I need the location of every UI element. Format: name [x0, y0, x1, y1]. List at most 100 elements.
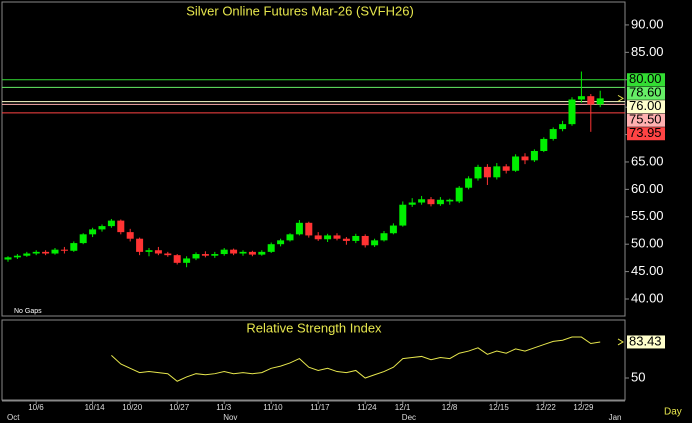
month-label: Oct [7, 413, 20, 422]
x-tick-label: 12/29 [573, 403, 594, 412]
level-label: 78.60 [629, 85, 662, 100]
candle-body [530, 151, 538, 161]
candle-body [42, 251, 50, 254]
month-label: Jan [609, 413, 622, 422]
candle-body [201, 254, 209, 256]
candle-body [587, 96, 595, 105]
y-tick-label: 85.00 [631, 44, 664, 59]
candle-body [220, 249, 228, 255]
candle-body [89, 229, 97, 235]
candle-body [117, 220, 125, 233]
candle-body [305, 222, 313, 236]
candle-body [267, 244, 275, 252]
candle-body [465, 178, 473, 188]
x-tick-label: 12/1 [395, 403, 411, 412]
candle-body [436, 199, 444, 205]
candle-body [324, 235, 332, 240]
x-tick-label: 11/10 [263, 403, 283, 412]
y-tick-label: 40.00 [631, 290, 664, 305]
candle-body [427, 199, 435, 205]
candle-body [521, 156, 529, 161]
level-label: 73.95 [629, 125, 662, 140]
rsi-title: Relative Strength Index [246, 320, 382, 335]
candle-body [145, 250, 153, 252]
x-unit: Day [664, 407, 682, 418]
candle-body [568, 99, 576, 125]
candle-body [230, 249, 238, 254]
x-tick-label: 12/8 [442, 403, 458, 412]
candle-body [389, 225, 397, 234]
candle-body [399, 204, 407, 226]
candle-body [333, 235, 341, 239]
candle-body [559, 124, 567, 130]
y-tick-label: 50.00 [631, 236, 664, 251]
level-label-box [627, 113, 665, 127]
candle-body [211, 254, 219, 256]
candle-body [342, 238, 350, 241]
month-label: Nov [223, 413, 237, 422]
x-tick-label: 11/3 [216, 403, 232, 412]
candle-body [446, 199, 454, 202]
x-tick-label: 12/22 [536, 403, 557, 412]
candle-body [502, 166, 510, 171]
candle-body [183, 258, 191, 263]
candle-body [51, 249, 59, 254]
candle-body [136, 238, 144, 252]
candle-body [277, 240, 285, 245]
candle-body [577, 96, 585, 100]
x-tick-label: 10/27 [169, 403, 190, 412]
candle-body [474, 166, 482, 179]
candle-body [70, 243, 78, 251]
no-gaps: No Gaps [14, 308, 42, 315]
candle-body [483, 166, 491, 178]
x-tick-label: 10/6 [28, 403, 44, 412]
level-label: 76.00 [629, 98, 662, 113]
candle-body [418, 199, 426, 203]
candle-body [23, 253, 31, 256]
y-tick-label: 90.00 [631, 16, 664, 31]
x-tick-label: 11/24 [357, 403, 377, 412]
candle-body [361, 235, 369, 246]
candle-body [352, 235, 360, 241]
rsi-panel [1, 319, 626, 401]
candle-body [32, 251, 40, 254]
price-panel [1, 1, 626, 317]
x-tick-label: 10/20 [122, 403, 143, 412]
candle-body [192, 254, 200, 259]
candle-body [4, 257, 12, 260]
level-label-box [627, 86, 665, 100]
candle-body [371, 240, 379, 246]
rsi-line [111, 336, 601, 382]
y-tick-label: 55.00 [631, 208, 664, 223]
level-label-box [627, 73, 665, 87]
y-tick-label: 65.00 [631, 153, 664, 168]
x-tick-label: 12/15 [489, 403, 510, 412]
candle-body [512, 156, 520, 171]
candle-body [258, 251, 266, 255]
level-label-box [627, 100, 665, 114]
candle-body [295, 222, 303, 235]
chart-title: Silver Online Futures Mar-26 (SVFH26) [186, 3, 414, 18]
x-tick-label: 11/17 [310, 403, 330, 412]
x-tick-label: 10/14 [85, 403, 106, 412]
candle-body [455, 187, 463, 202]
candle-body [98, 226, 106, 230]
y-tick-label: 45.00 [631, 263, 664, 278]
last-arrow [617, 94, 624, 102]
candle-body [549, 129, 557, 139]
candle-body [408, 202, 416, 205]
candle-body [154, 250, 162, 254]
candle-body [239, 251, 247, 254]
y-tick-label: 50 [631, 369, 645, 384]
level-label-box [627, 127, 665, 141]
rsi-value-label: 83.43 [629, 333, 662, 348]
y-tick-label: 60.00 [631, 181, 664, 196]
month-label: Dec [402, 413, 416, 422]
candle-body [314, 235, 322, 240]
candle-body [248, 251, 256, 255]
level-label: 75.50 [629, 112, 662, 127]
candle-body [13, 255, 21, 258]
candle-body [380, 233, 388, 241]
